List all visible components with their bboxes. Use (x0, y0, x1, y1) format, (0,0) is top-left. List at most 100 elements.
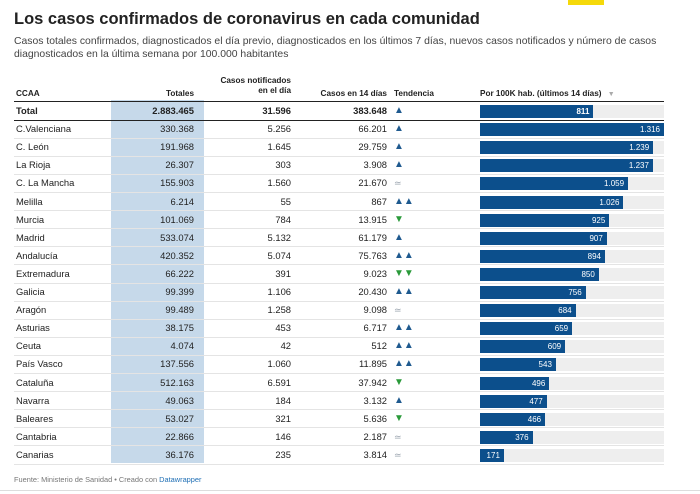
row-divider (14, 192, 664, 193)
header-notificados-line1: Casos notificados (220, 76, 291, 85)
casos14-cell: 6.717 (363, 322, 387, 334)
table-row: Murcia 101.069 784 13.915 ▼ 925 (14, 211, 664, 229)
per100k-bar: 1.316 (480, 123, 664, 137)
casos14-cell: 66.201 (358, 123, 387, 135)
table-row: Asturias 38.175 453 6.717 ▲▲ 659 (14, 319, 664, 337)
trend-up-icon: ▲ (394, 105, 404, 116)
notificados-cell: 5.256 (267, 123, 291, 135)
tendencia-cell: ▲ (394, 120, 454, 138)
casos14-cell: 3.908 (363, 159, 387, 171)
notificados-cell: 184 (275, 394, 291, 406)
per100k-value-label: 496 (531, 378, 546, 388)
tendencia-cell: ≃ (394, 301, 454, 319)
notificados-cell: 31.596 (262, 105, 291, 116)
table-row: Baleares 53.027 321 5.636 ▼ 466 (14, 410, 664, 428)
trend-up-icon: ▲ (394, 159, 404, 171)
tendencia-cell: ▲▲ (394, 337, 454, 355)
table-row: C. La Mancha 155.903 1.560 21.670 ≃ 1.059 (14, 174, 664, 192)
per100k-value-label: 894 (587, 251, 601, 261)
chart-description: Casos totales confirmados, diagnosticado… (14, 36, 657, 60)
ccaa-cell: Cataluña (16, 376, 54, 388)
row-divider (14, 228, 664, 230)
tendencia-cell: ▲ (394, 102, 454, 120)
header-tendencia[interactable]: Tendencia (394, 89, 434, 98)
ccaa-cell: Ceuta (16, 340, 42, 352)
totales-cell: 155.903 (160, 177, 194, 189)
per100k-bar: 925 (480, 213, 610, 227)
notificados-cell: 453 (275, 322, 291, 334)
header-per100k[interactable]: Por 100K hab. (últimos 14 días) ▼ (480, 89, 615, 100)
header-casos14[interactable]: Casos en 14 días (320, 89, 387, 98)
row-divider (14, 463, 664, 465)
row-divider (14, 445, 664, 447)
casos14-cell: 29.759 (358, 141, 387, 153)
footer: Fuente: Ministerio de Sanidad • Creado c… (14, 475, 201, 484)
header-ccaa[interactable]: CCAA (16, 89, 40, 98)
notificados-cell: 321 (275, 412, 291, 424)
tendencia-cell: ▼▼ (394, 265, 454, 283)
row-divider (14, 373, 664, 374)
row-divider (14, 210, 664, 212)
totales-cell: 53.027 (165, 412, 194, 424)
ccaa-cell: Galicia (16, 286, 45, 297)
header-totales[interactable]: Totales (165, 89, 194, 98)
top-bar (0, 0, 700, 5)
trend-up-double-icon: ▲▲ (394, 286, 414, 297)
table-row: Madrid 533.074 5.132 61.179 ▲ 907 (14, 229, 664, 247)
tendencia-cell: ≃ (394, 174, 454, 192)
tendencia-cell: ≃ (394, 428, 454, 446)
per100k-value-label: 925 (591, 215, 606, 225)
bar-track: 1.059 (480, 177, 664, 191)
trend-up-double-icon: ▲▲ (394, 322, 414, 334)
per100k-value-label: 477 (529, 396, 543, 406)
header-notificados[interactable]: Casos notificados en el día (214, 76, 291, 96)
casos14-cell: 5.636 (363, 412, 387, 424)
tendencia-cell: ▲ (394, 392, 454, 410)
notificados-cell: 303 (275, 159, 291, 171)
ccaa-cell: Aragón (16, 304, 47, 316)
trend-stable-icon: ≃ (394, 449, 402, 460)
row-divider (14, 173, 664, 175)
datawrapper-link[interactable]: Datawrapper (159, 475, 202, 484)
tendencia-cell: ▲ (394, 229, 454, 247)
notificados-cell: 1.060 (267, 358, 291, 370)
tendencia-cell: ≃ (394, 446, 454, 464)
row-divider (14, 391, 664, 393)
row-divider (14, 155, 664, 157)
per100k-bar: 659 (480, 322, 573, 336)
per100k-bar: 1.026 (480, 195, 624, 209)
tendencia-cell: ▲▲ (394, 355, 454, 373)
notificados-cell: 1.106 (267, 286, 291, 297)
row-divider (14, 354, 664, 356)
sort-desc-icon[interactable]: ▼ (607, 91, 615, 98)
row-divider (14, 137, 664, 139)
chart-title: Los casos confirmados de coronavirus en … (14, 10, 480, 28)
total-row: Total 2.883.465 31.596 383.648 ▲ 811 (14, 102, 664, 120)
ccaa-cell: Murcia (16, 213, 45, 225)
table-row: Cantabria 22.866 146 2.187 ≃ 376 (14, 428, 664, 446)
bar-track: 907 (480, 231, 664, 245)
ccaa-cell: Cantabria (16, 430, 57, 442)
table-row: C.Valenciana 330.368 5.256 66.201 ▲ 1.316 (14, 120, 664, 138)
per100k-bar: 466 (480, 412, 546, 426)
table-row: Ceuta 4.074 42 512 ▲▲ 609 (14, 337, 664, 355)
ccaa-cell: País Vasco (16, 358, 63, 370)
per100k-bar: 496 (480, 376, 550, 390)
bar-track: 496 (480, 376, 664, 390)
footer-divider (0, 490, 700, 491)
notificados-cell: 146 (275, 430, 291, 442)
table-row: País Vasco 137.556 1.060 11.895 ▲▲ 543 (14, 355, 664, 373)
table-row: Melilla 6.214 55 867 ▲▲ 1.026 (14, 193, 664, 211)
casos14-cell: 61.179 (358, 231, 387, 243)
totales-cell: 99.489 (165, 304, 194, 316)
per100k-bar: 1.059 (480, 177, 629, 191)
casos14-cell: 20.430 (358, 286, 387, 297)
totales-column-highlight (111, 100, 204, 463)
per100k-bar: 1.239 (480, 141, 654, 155)
bar-track: 850 (480, 267, 664, 281)
totales-cell: 36.176 (165, 448, 194, 460)
tendencia-cell: ▲▲ (394, 247, 454, 265)
per100k-value-label: 1.316 (639, 125, 660, 135)
bar-track: 1.316 (480, 123, 664, 137)
casos14-cell: 11.895 (359, 358, 387, 370)
